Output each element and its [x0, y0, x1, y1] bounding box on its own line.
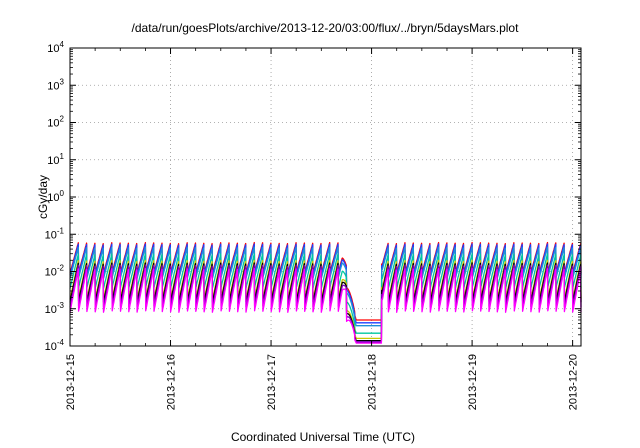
- x-tick-label: 2013-12-20: [568, 354, 580, 410]
- y-tick-label: 10-4: [45, 338, 65, 353]
- x-tick-label: 2013-12-19: [467, 354, 479, 410]
- y-tick-label: 102: [47, 115, 64, 130]
- x-tick-label: 2013-12-15: [65, 354, 77, 410]
- y-axis-label: cGy/day: [36, 175, 50, 219]
- y-tick-label: 100: [47, 189, 64, 204]
- x-tick-label: 2013-12-17: [266, 354, 278, 410]
- x-tick-label: 2013-12-16: [166, 354, 178, 410]
- series-line-8: [69, 267, 582, 344]
- y-tick-label: 10-1: [45, 226, 65, 241]
- chart-title: /data/run/goesPlots/archive/2013-12-20/0…: [132, 21, 520, 35]
- y-tick-label: 103: [47, 77, 64, 92]
- y-tick-label: 101: [47, 152, 64, 167]
- y-tick-label: 104: [47, 40, 64, 55]
- series-line-7: [69, 264, 582, 343]
- series-line-4: [69, 253, 582, 334]
- x-tick-label: 2013-12-18: [367, 354, 379, 410]
- series-line-3: [69, 246, 582, 327]
- x-axis: 2013-12-15 2013-12-16 2013-12-17 2013-12-18…: [65, 48, 580, 410]
- series-line-2: [69, 243, 582, 324]
- series-group: [69, 241, 582, 344]
- y-tick-label: 10-2: [45, 264, 65, 279]
- x-axis-label: Coordinated Universal Time (UTC): [231, 430, 415, 444]
- y-axis: 10-4 10-3 10-2 10-1 100 101 102 103 104: [45, 40, 581, 353]
- y-tick-label: 10-3: [45, 301, 65, 316]
